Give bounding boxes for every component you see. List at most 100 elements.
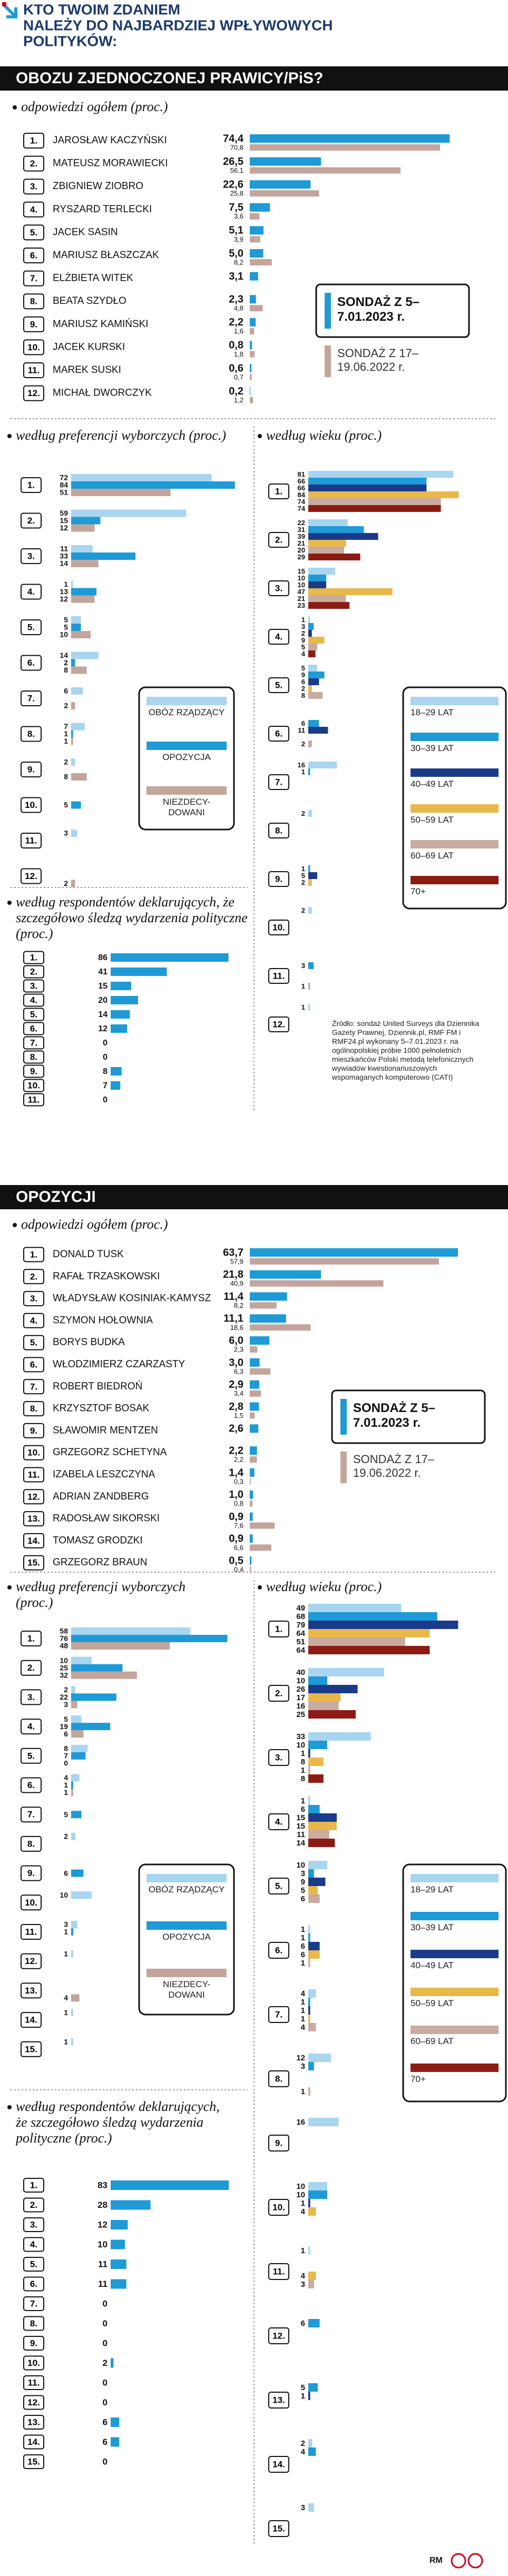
value-label: 0,8 <box>234 1499 243 1507</box>
value-label: 3 <box>301 2503 305 2512</box>
legend-label: OPOZYCJA <box>162 752 211 762</box>
bar <box>71 616 81 624</box>
bar <box>308 865 310 872</box>
bullet <box>7 2105 12 2109</box>
bar <box>71 2009 73 2017</box>
value-label: 7,6 <box>234 1522 243 1529</box>
value-label: 2 <box>301 879 305 886</box>
rank-label: 4. <box>30 204 37 214</box>
rank-box <box>21 1982 42 1999</box>
value-label: 23 <box>298 601 305 609</box>
politician-name: MICHAŁ DWORCZYK <box>53 388 152 399</box>
value-label: 7 <box>103 1081 108 1090</box>
value-label: 2 <box>64 879 68 887</box>
value-label: 3,4 <box>234 1389 243 1397</box>
rank-box <box>23 248 44 263</box>
bar <box>250 1248 458 1257</box>
value-label: 25,8 <box>230 190 243 198</box>
bar <box>71 1789 73 1797</box>
bar <box>308 1646 430 1654</box>
bar <box>250 203 270 212</box>
bar <box>308 1702 339 1710</box>
value-label: 0,2 <box>229 386 243 397</box>
value-label: 10 <box>298 574 305 582</box>
value-label: 1,0 <box>229 1489 243 1501</box>
value-label: 1 <box>301 1925 305 1934</box>
bar <box>308 2439 312 2447</box>
value-label: 11 <box>98 2279 108 2289</box>
value-label: 20 <box>298 546 305 554</box>
value-label: 0 <box>103 2338 108 2348</box>
legend-swatch <box>411 1874 499 1882</box>
bar <box>308 1758 324 1766</box>
rank-box <box>268 2392 289 2409</box>
value-label: 1 <box>64 1781 68 1789</box>
rank-label: 13. <box>272 2395 285 2405</box>
rank-box <box>23 155 44 172</box>
bar <box>308 1933 310 1942</box>
legend-label: 30–39 LAT <box>411 1922 454 1932</box>
rank-box <box>23 1247 44 1262</box>
value-label: 2,2 <box>229 317 243 328</box>
value-label: 10 <box>296 1861 305 1870</box>
rank-label: 1. <box>27 1633 35 1643</box>
rank-box <box>23 224 44 241</box>
value-label: 11 <box>60 545 68 553</box>
value-label: 1 <box>301 1998 305 2007</box>
value-label: 16 <box>296 2118 305 2127</box>
rank-label: 6. <box>30 1359 37 1369</box>
bar <box>308 1685 358 1693</box>
rank-box <box>21 1777 42 1793</box>
bar <box>71 1950 73 1958</box>
value-label: 10 <box>97 2239 108 2249</box>
chart-subtitle-wrap: odpowiedzi ogółem (proc.) <box>21 99 168 114</box>
rank-box <box>268 580 289 596</box>
bar <box>111 2220 128 2229</box>
bar <box>111 982 131 990</box>
bar <box>308 2015 310 2023</box>
rank-label: 14. <box>27 2437 40 2447</box>
bar <box>308 498 441 505</box>
bar <box>250 1446 257 1455</box>
legend-label-wrap: 70+ <box>411 886 426 896</box>
value-label: 2 <box>301 740 305 748</box>
bar <box>71 1921 77 1928</box>
value-label: 0 <box>103 1039 108 1048</box>
rank-label: 5. <box>30 1009 37 1019</box>
rank-box <box>23 2336 44 2351</box>
bar <box>111 968 167 976</box>
bar <box>250 1258 439 1265</box>
rank-box <box>21 2041 42 2057</box>
value-label: 0 <box>103 2377 108 2387</box>
section-bar <box>0 1185 508 1209</box>
bar <box>308 1637 405 1646</box>
bar <box>308 2118 339 2126</box>
value-label: 11 <box>298 726 305 734</box>
legend-label-wrap: 30–39 LAT <box>411 1922 454 1932</box>
rank-label: 12. <box>27 1492 40 1502</box>
rank-box <box>23 2178 44 2193</box>
bar <box>308 1950 320 1959</box>
value-label: 6 <box>301 1894 305 1903</box>
rank-label: 3. <box>27 551 35 561</box>
legend-swatch <box>340 1399 347 1435</box>
bar <box>71 1656 92 1664</box>
rank-box <box>23 2316 44 2331</box>
rank-box <box>23 1022 44 1035</box>
legend-label-wrap: OPOZYCJA <box>162 752 211 762</box>
politician-name: BEATA SZYDŁO <box>53 295 126 307</box>
legend-label-wrap: 18–29 LAT <box>411 707 454 717</box>
value-label: 13 <box>60 587 68 596</box>
rank-box <box>23 1064 44 1078</box>
bar <box>111 2417 120 2427</box>
rank-box <box>21 1631 42 1646</box>
bar <box>308 1710 356 1719</box>
value-label: 3 <box>301 623 305 630</box>
bar <box>308 2054 331 2062</box>
bar <box>250 341 252 350</box>
legend-label: 70+ <box>411 886 426 896</box>
politician-name: RYSZARD TERLECKI <box>53 204 152 215</box>
bar <box>250 1478 251 1485</box>
rank-label: 7. <box>30 1038 37 1048</box>
rank-label: 5. <box>27 1751 35 1761</box>
